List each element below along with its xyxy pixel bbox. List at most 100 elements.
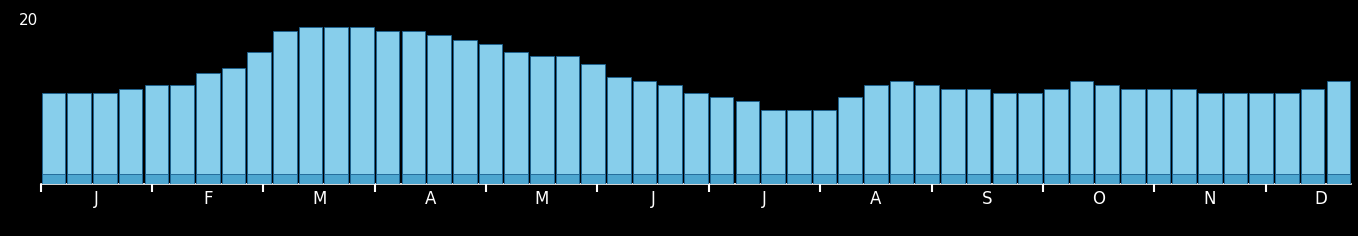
Bar xyxy=(1224,174,1248,184)
Bar xyxy=(1198,93,1222,184)
Bar xyxy=(350,174,373,184)
Bar xyxy=(325,27,348,184)
Bar xyxy=(1275,174,1298,184)
Bar xyxy=(144,174,168,184)
Bar xyxy=(325,174,348,184)
Bar xyxy=(402,174,425,184)
Bar xyxy=(710,97,733,184)
Bar xyxy=(1249,93,1272,184)
Bar xyxy=(607,77,630,184)
Bar xyxy=(350,27,373,184)
Bar xyxy=(428,35,451,184)
Bar xyxy=(915,85,938,184)
Bar xyxy=(838,97,862,184)
Bar xyxy=(273,31,296,184)
Bar xyxy=(530,174,554,184)
Bar xyxy=(1249,174,1272,184)
Bar xyxy=(68,93,91,184)
Bar xyxy=(1224,93,1248,184)
Bar xyxy=(402,31,425,184)
Bar xyxy=(1096,85,1119,184)
Bar xyxy=(196,174,220,184)
Bar xyxy=(478,44,502,184)
Bar xyxy=(221,68,246,184)
Bar xyxy=(1172,89,1196,184)
Bar xyxy=(967,89,990,184)
Bar xyxy=(736,101,759,184)
Bar xyxy=(1044,174,1067,184)
Bar xyxy=(299,27,322,184)
Bar xyxy=(762,110,785,184)
Bar xyxy=(1198,174,1222,184)
Bar xyxy=(428,174,451,184)
Bar xyxy=(786,174,811,184)
Bar xyxy=(941,89,964,184)
Bar xyxy=(1327,81,1350,184)
Bar xyxy=(247,174,272,184)
Bar xyxy=(94,93,117,184)
Bar xyxy=(94,174,117,184)
Bar xyxy=(993,174,1016,184)
Bar xyxy=(762,174,785,184)
Bar xyxy=(170,85,194,184)
Bar xyxy=(864,85,888,184)
Bar xyxy=(1096,174,1119,184)
Bar xyxy=(684,93,708,184)
Bar xyxy=(120,174,143,184)
Bar xyxy=(1070,174,1093,184)
Bar xyxy=(941,174,964,184)
Bar xyxy=(120,89,143,184)
Bar xyxy=(1044,89,1067,184)
Bar xyxy=(659,85,682,184)
Bar xyxy=(68,174,91,184)
Bar xyxy=(478,174,502,184)
Bar xyxy=(530,56,554,184)
Bar xyxy=(1018,93,1042,184)
Bar xyxy=(376,31,399,184)
Bar xyxy=(221,174,246,184)
Bar xyxy=(376,174,399,184)
Bar xyxy=(1018,174,1042,184)
Bar xyxy=(581,174,606,184)
Bar xyxy=(812,174,837,184)
Bar xyxy=(273,174,296,184)
Bar xyxy=(1301,89,1324,184)
Bar xyxy=(684,174,708,184)
Bar xyxy=(736,174,759,184)
Bar xyxy=(1120,174,1145,184)
Bar xyxy=(581,64,606,184)
Bar xyxy=(633,174,656,184)
Bar xyxy=(659,174,682,184)
Bar xyxy=(812,110,837,184)
Bar xyxy=(42,174,65,184)
Bar xyxy=(1146,89,1171,184)
Bar xyxy=(1301,174,1324,184)
Bar xyxy=(454,39,477,184)
Bar xyxy=(1172,174,1196,184)
Bar xyxy=(555,56,580,184)
Bar xyxy=(889,81,914,184)
Bar xyxy=(247,52,272,184)
Bar xyxy=(299,174,322,184)
Bar xyxy=(1275,93,1298,184)
Bar xyxy=(504,174,528,184)
Bar xyxy=(196,73,220,184)
Bar xyxy=(993,93,1016,184)
Bar xyxy=(504,52,528,184)
Bar xyxy=(1327,174,1350,184)
Bar xyxy=(786,110,811,184)
Bar xyxy=(710,174,733,184)
Bar xyxy=(454,174,477,184)
Bar xyxy=(607,174,630,184)
Bar xyxy=(1070,81,1093,184)
Bar xyxy=(170,174,194,184)
Bar xyxy=(144,85,168,184)
Bar xyxy=(889,174,914,184)
Bar xyxy=(1120,89,1145,184)
Bar xyxy=(633,81,656,184)
Bar xyxy=(838,174,862,184)
Bar xyxy=(1146,174,1171,184)
Bar xyxy=(967,174,990,184)
Bar xyxy=(42,93,65,184)
Bar xyxy=(555,174,580,184)
